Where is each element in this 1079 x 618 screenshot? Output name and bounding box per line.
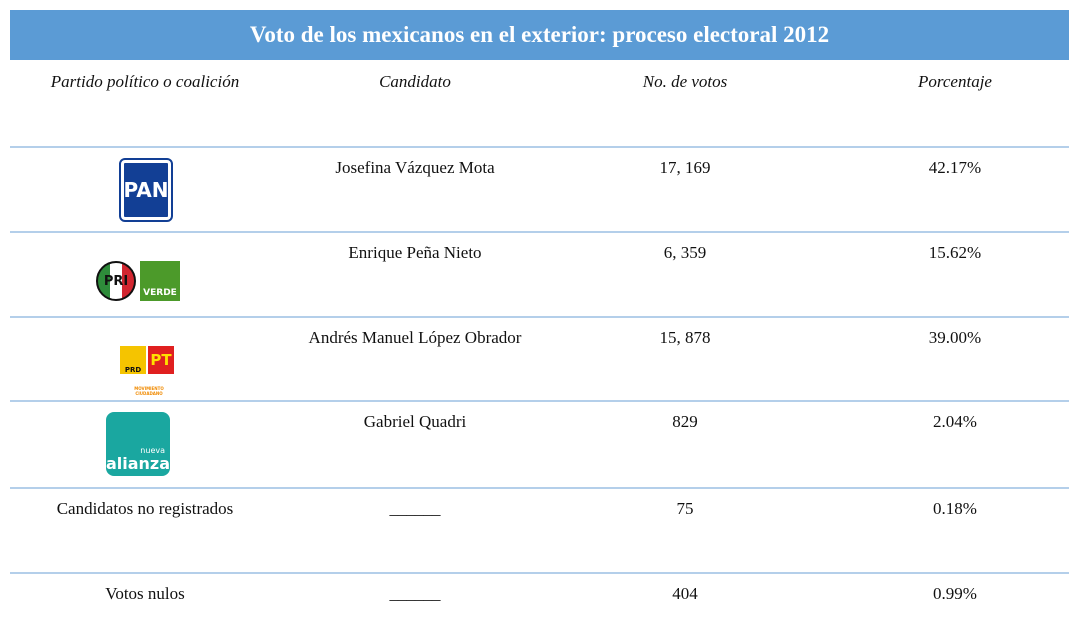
votes: 15, 878 xyxy=(659,328,711,347)
row-divider xyxy=(10,146,1069,148)
row-divider xyxy=(10,316,1069,318)
votes: 404 xyxy=(672,584,698,603)
party-logo: alianza xyxy=(105,453,171,473)
percent: 0.18% xyxy=(933,499,977,518)
party-logo: PAN xyxy=(119,158,173,222)
column-header: Porcentaje xyxy=(918,72,992,91)
party-logo: PT xyxy=(148,346,174,374)
party-logo: PRI xyxy=(96,261,136,301)
party-logo: VERDE xyxy=(140,261,180,301)
percent: 42.17% xyxy=(928,158,982,177)
title: Voto de los mexicanos en el exterior: pr… xyxy=(10,10,1069,60)
row-divider xyxy=(10,400,1069,402)
party-logo: nueva xyxy=(106,412,170,476)
candidate: Gabriel Quadri xyxy=(363,412,467,431)
party: Votos nulos xyxy=(105,584,185,603)
row-divider xyxy=(10,572,1069,574)
percent: 15.62% xyxy=(928,243,982,262)
column-header: No. de votos xyxy=(642,72,728,91)
party-logo: PRD xyxy=(120,346,146,374)
candidate: ______ xyxy=(389,499,441,518)
percent: 2.04% xyxy=(933,412,977,431)
row-divider xyxy=(10,487,1069,489)
party: Candidatos no registrados xyxy=(56,499,234,518)
votes: 75 xyxy=(676,499,694,518)
row-divider xyxy=(10,231,1069,233)
candidate: ______ xyxy=(389,584,441,603)
column-header: Partido político o coalición xyxy=(50,72,240,91)
candidate: Josefina Vázquez Mota xyxy=(335,158,495,177)
percent: 39.00% xyxy=(928,328,982,347)
party-logo: MOVIMIENTO CIUDADANO xyxy=(134,386,164,396)
votes: 6, 359 xyxy=(663,243,707,262)
candidate: Andrés Manuel López Obrador xyxy=(308,328,522,347)
votes: 829 xyxy=(672,412,698,431)
candidate: Enrique Peña Nieto xyxy=(348,243,482,262)
column-header: Candidato xyxy=(379,72,451,91)
percent: 0.99% xyxy=(933,584,977,603)
votes: 17, 169 xyxy=(659,158,711,177)
